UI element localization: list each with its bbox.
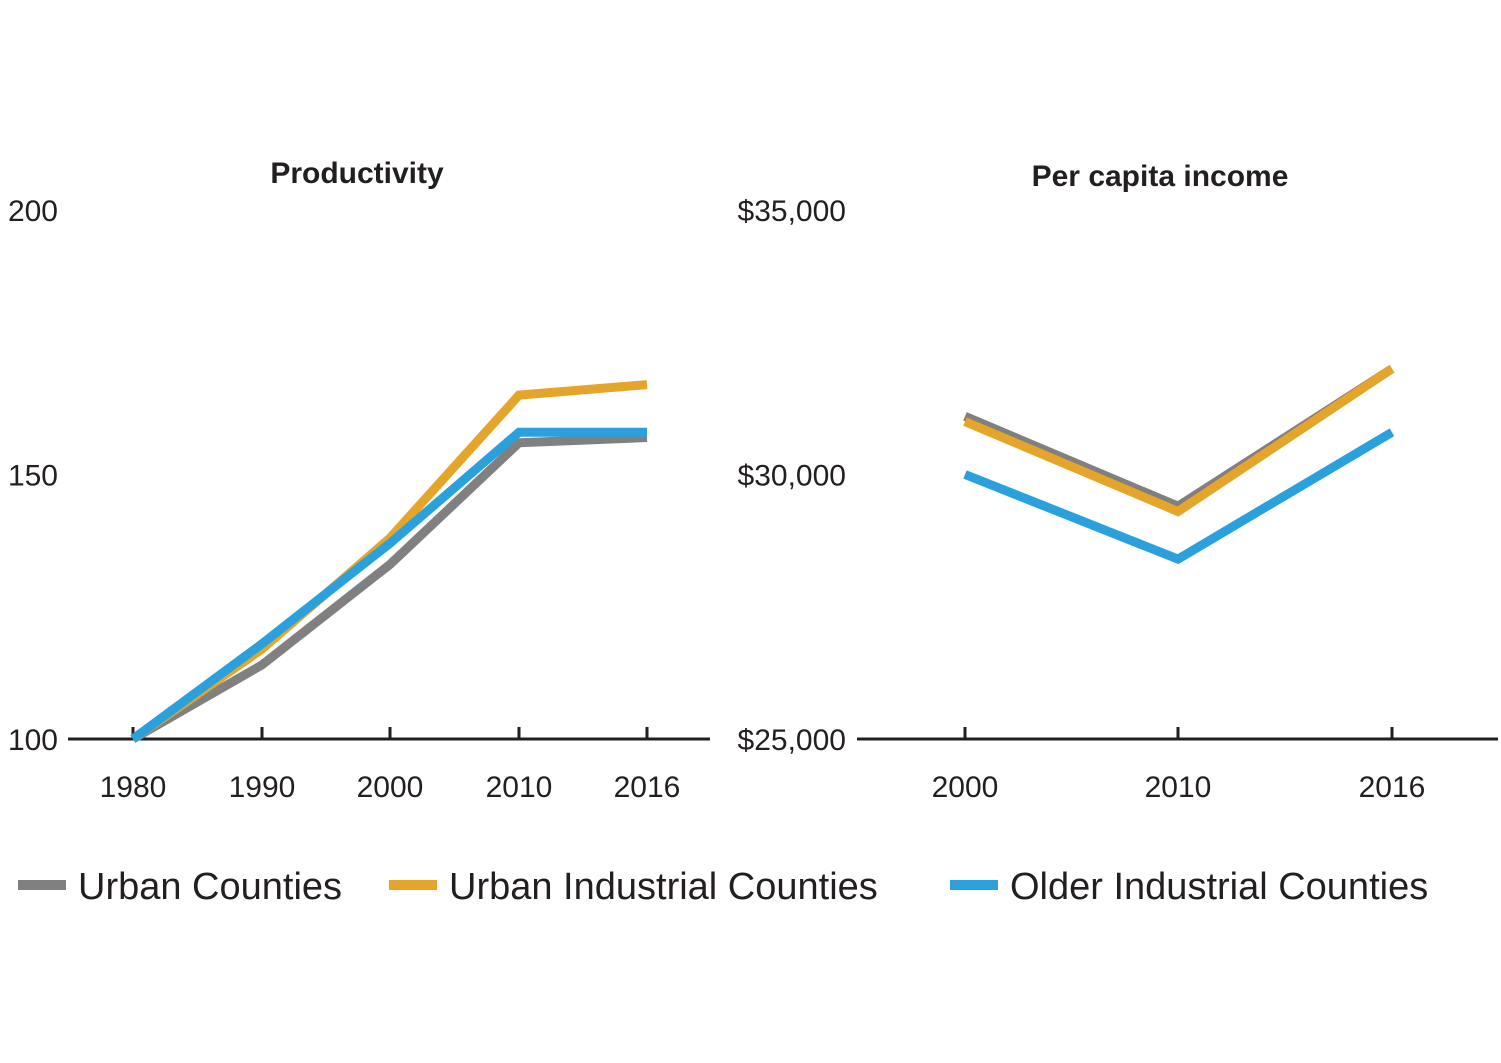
- productivity-chart: Productivity 1980 1990 2000 2010 2016 100 150…: [8, 157, 710, 804]
- per-capita-income-chart: Per capita income 2000 2010 2016 $25,000 $3…: [738, 160, 1498, 804]
- productivity-x-tick-label: 2010: [486, 771, 553, 804]
- income-y-tick-label: $35,000: [738, 195, 846, 228]
- income-y-tick-label: $30,000: [738, 460, 846, 493]
- income-x-tick-label: 2000: [932, 771, 999, 804]
- productivity-x-tick-label: 1980: [100, 771, 167, 804]
- legend-item-urban-counties: Urban Counties: [18, 866, 342, 908]
- productivity-series-older-industrial: [130, 427, 647, 743]
- per-capita-income-title: Per capita income: [1032, 160, 1289, 193]
- income-series-older-industrial: [963, 428, 1395, 565]
- legend-label-urban: Urban Counties: [78, 866, 342, 908]
- productivity-y-tick-label: 100: [8, 724, 58, 757]
- income-series-urban-industrial: [963, 364, 1395, 517]
- legend-label-older-industrial: Older Industrial Counties: [1010, 866, 1428, 908]
- productivity-series-urban: [130, 433, 648, 743]
- legend-item-older-industrial-counties: Older Industrial Counties: [950, 866, 1428, 908]
- legend-swatch-urban: [18, 880, 66, 890]
- legend-swatch-older-industrial: [950, 880, 998, 890]
- productivity-y-tick-label: 200: [8, 195, 58, 228]
- legend-item-urban-industrial-counties: Urban Industrial Counties: [389, 866, 878, 908]
- income-x-tick-label: 2010: [1145, 771, 1212, 804]
- legend-swatch-urban-industrial: [389, 880, 437, 890]
- legend-label-urban-industrial: Urban Industrial Counties: [449, 866, 878, 908]
- productivity-x-tick-label: 2000: [357, 771, 424, 804]
- legend: Urban Counties Urban Industrial Counties…: [18, 866, 1428, 908]
- income-y-tick-label: $25,000: [738, 724, 846, 757]
- productivity-y-tick-label: 150: [8, 460, 58, 493]
- income-series-urban: [963, 364, 1395, 512]
- productivity-title: Productivity: [270, 157, 444, 190]
- productivity-x-tick-label: 1990: [229, 771, 296, 804]
- income-x-tick-label: 2016: [1359, 771, 1426, 804]
- productivity-x-tick-label: 2016: [614, 771, 681, 804]
